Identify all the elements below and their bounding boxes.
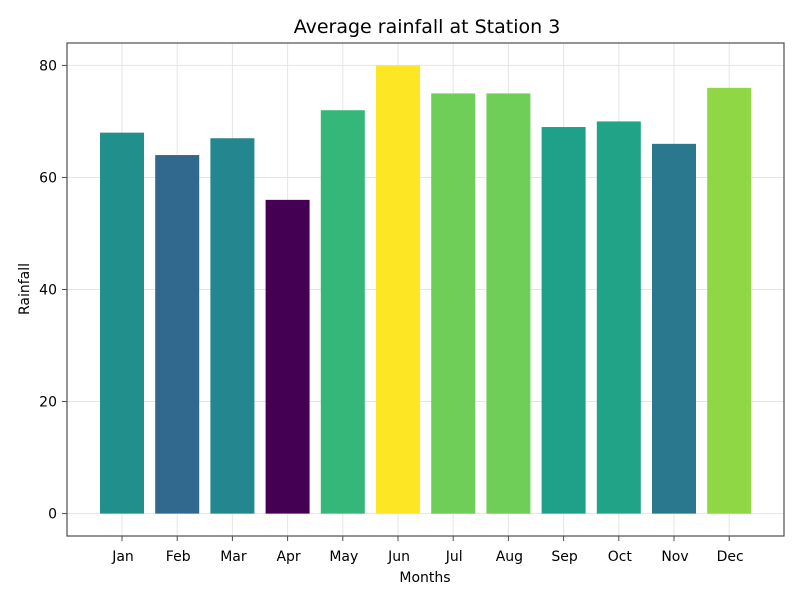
bar-aug — [486, 93, 531, 514]
x-tick-label: May — [329, 549, 358, 565]
bar-may — [320, 110, 365, 514]
y-tick-label: 40 — [39, 283, 57, 299]
bar-jan — [100, 132, 144, 514]
bar-oct — [596, 121, 641, 514]
bar-dec — [707, 87, 752, 514]
x-tick-label: Jun — [387, 549, 410, 565]
x-tick-label: Jan — [111, 549, 134, 565]
bar-jul — [431, 93, 476, 514]
chart-title: Average rainfall at Station 3 — [294, 16, 561, 38]
bar-feb — [155, 155, 200, 514]
y-tick-label: 60 — [39, 170, 57, 186]
bar-apr — [265, 199, 310, 514]
x-tick-label: Aug — [496, 549, 523, 565]
x-tick-label: Jul — [445, 549, 463, 565]
bars — [100, 65, 752, 514]
y-tick-label: 20 — [39, 395, 57, 411]
bar-sep — [541, 127, 586, 514]
axis-ticks: 0 20 40 60 80 Jan Feb Mar Apr May Jun Jul Aug Sep Oct N… — [39, 58, 744, 565]
x-tick-label: Feb — [166, 549, 191, 565]
y-tick-label: 80 — [39, 58, 57, 74]
y-tick-label: 0 — [48, 507, 57, 523]
x-tick-label: Oct — [608, 549, 633, 565]
x-axis-label: Months — [399, 570, 450, 586]
bar-mar — [210, 138, 255, 514]
x-tick-label: Mar — [220, 549, 247, 565]
bar-jun — [376, 65, 420, 514]
x-tick-label: Sep — [551, 549, 578, 565]
x-tick-label: Dec — [717, 549, 744, 565]
x-tick-label: Apr — [276, 549, 300, 565]
bar-nov — [652, 143, 696, 514]
y-axis-label: Rainfall — [17, 263, 33, 315]
x-tick-label: Nov — [661, 549, 688, 565]
